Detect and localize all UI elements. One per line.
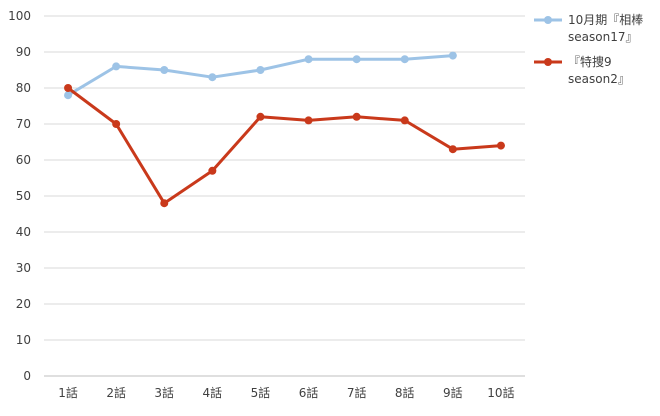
data-point bbox=[400, 55, 409, 64]
x-tick-label: 5話 bbox=[251, 385, 271, 400]
legend-label: 『特捜9 bbox=[568, 54, 612, 69]
legend-label: season17』 bbox=[568, 30, 637, 44]
x-tick-label: 1話 bbox=[58, 385, 78, 400]
series-group bbox=[64, 51, 505, 208]
data-point bbox=[64, 91, 73, 100]
data-point bbox=[112, 62, 121, 71]
data-point bbox=[352, 55, 361, 64]
y-tick-label: 80 bbox=[16, 81, 31, 95]
y-tick-label: 100 bbox=[8, 9, 31, 23]
x-tick-label: 8話 bbox=[395, 385, 415, 400]
data-point bbox=[400, 116, 409, 125]
data-point bbox=[160, 66, 169, 74]
data-point bbox=[304, 55, 313, 64]
y-tick-label: 90 bbox=[16, 45, 31, 59]
series-line-1 bbox=[66, 54, 455, 97]
data-point bbox=[496, 141, 505, 150]
data-point bbox=[256, 66, 265, 74]
y-tick-label: 30 bbox=[16, 261, 31, 275]
x-tick-label: 9話 bbox=[443, 385, 463, 400]
data-point bbox=[448, 145, 457, 154]
y-axis-ticks: 0 10 20 30 40 50 60 70 80 90 100 bbox=[8, 9, 31, 383]
y-tick-label: 10 bbox=[16, 333, 31, 347]
data-point bbox=[208, 73, 217, 82]
x-tick-label: 4話 bbox=[203, 385, 223, 400]
data-point bbox=[208, 166, 217, 175]
x-tick-label: 7話 bbox=[347, 385, 367, 400]
x-tick-label: 10話 bbox=[487, 385, 514, 400]
data-point bbox=[256, 112, 265, 121]
x-tick-label: 3話 bbox=[154, 385, 174, 400]
data-point bbox=[112, 120, 121, 128]
data-point bbox=[304, 116, 313, 125]
data-point bbox=[64, 84, 73, 92]
series-line-2 bbox=[66, 86, 503, 205]
data-point bbox=[352, 112, 361, 121]
y-tick-label: 40 bbox=[16, 225, 31, 239]
x-tick-label: 2話 bbox=[106, 385, 126, 400]
y-tick-label: 0 bbox=[23, 369, 31, 383]
legend-label: season2』 bbox=[568, 72, 630, 86]
y-tick-label: 20 bbox=[16, 297, 31, 311]
legend-marker bbox=[544, 58, 552, 66]
y-tick-label: 70 bbox=[16, 117, 31, 131]
y-tick-label: 50 bbox=[16, 189, 31, 203]
legend-marker bbox=[544, 16, 552, 24]
data-point bbox=[160, 199, 169, 208]
x-tick-label: 6話 bbox=[299, 385, 319, 400]
x-axis-ticks: 1話 2話 3話 4話 5話 6話 7話 8話 9話 10話 bbox=[58, 385, 514, 400]
legend: 10月期『相棒 season17』『特捜9 season2』 bbox=[534, 13, 643, 86]
y-tick-label: 60 bbox=[16, 153, 31, 167]
gridlines bbox=[44, 15, 525, 377]
data-point bbox=[448, 51, 457, 60]
legend-label: 10月期『相棒 bbox=[568, 13, 643, 27]
